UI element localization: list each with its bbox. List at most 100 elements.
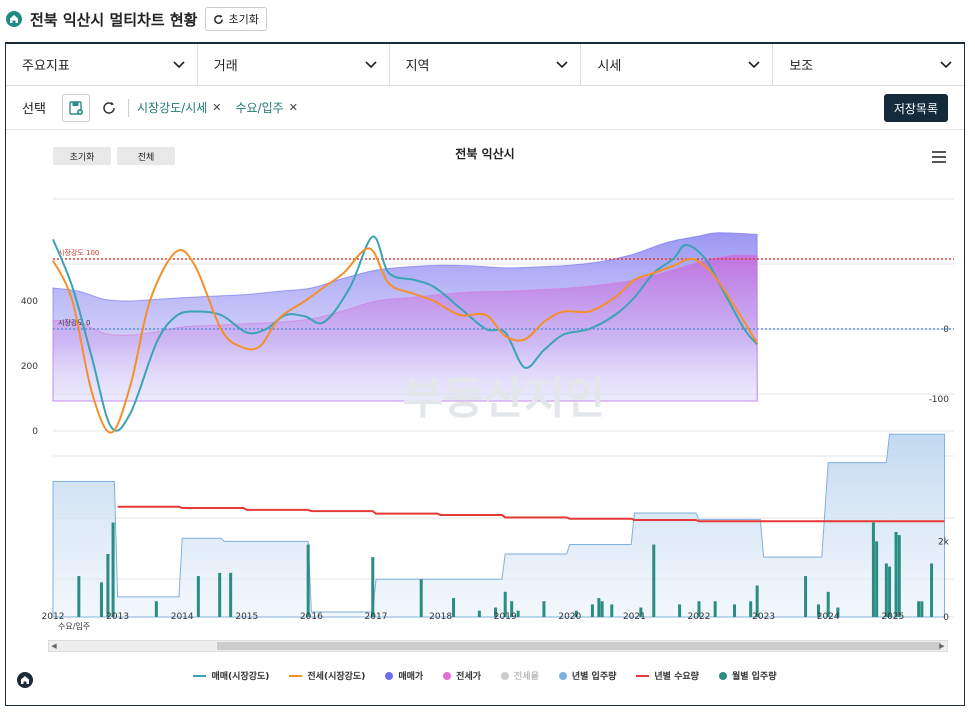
dropdown-price[interactable]: 시세 xyxy=(581,44,774,85)
series-line-annual-demand xyxy=(117,505,945,523)
y-tick-left: 0 xyxy=(32,427,38,437)
header-bar: 전북 익산시 멀티차트 현황 초기화 xyxy=(6,6,267,32)
horizontal-scrollbar[interactable]: ◀ ▶ xyxy=(48,640,948,652)
bar-monthly-supply xyxy=(196,576,200,617)
x-tick-label: 2020 xyxy=(558,612,581,622)
reference-label-0: 시장강도 0 xyxy=(58,318,90,327)
legend-item[interactable]: 매매(시장강도) xyxy=(193,669,269,682)
legend-item[interactable]: 년별 입주량 xyxy=(558,669,617,682)
dropdown-trade[interactable]: 거래 xyxy=(198,44,390,85)
x-tick-label: 2025 xyxy=(881,612,904,622)
bar-monthly-supply xyxy=(652,544,656,617)
bar-monthly-supply xyxy=(678,604,682,617)
menu-icon[interactable] xyxy=(932,151,946,166)
chart-all-button[interactable]: 전체 xyxy=(117,147,175,165)
selection-row: 선택 시장강도/시세 ✕ 수요/입주 ✕ 저장목록 xyxy=(6,86,964,130)
chart-title: 전북 익산시 xyxy=(455,147,515,161)
y-tick-right-bottom: 0 xyxy=(943,613,949,623)
close-icon[interactable]: ✕ xyxy=(288,101,298,114)
bar-monthly-supply xyxy=(154,601,158,617)
y-tick-left: 200 xyxy=(21,362,38,372)
bar-monthly-supply xyxy=(574,610,578,617)
legend-item[interactable]: 전세가 xyxy=(443,669,481,682)
legend-item[interactable]: 전세율 xyxy=(501,669,539,682)
chevron-down-icon xyxy=(556,60,568,68)
bar-monthly-supply xyxy=(590,604,594,617)
bar-monthly-supply xyxy=(836,607,840,617)
legend-item[interactable]: 전세(시장강도) xyxy=(289,669,365,682)
legend-label: 년별 입주량 xyxy=(571,672,617,682)
dropdown-label: 거래 xyxy=(213,59,238,74)
dropdown-main-index[interactable]: 주요지표 xyxy=(6,44,198,85)
legend-item[interactable]: 매매가 xyxy=(385,669,423,682)
scroll-right-icon[interactable]: ▶ xyxy=(939,642,945,650)
legend-item[interactable]: 월별 입주량 xyxy=(718,669,777,682)
dropdown-label: 보조 xyxy=(789,59,814,74)
x-tick-label: 2019 xyxy=(494,612,517,622)
refresh-button[interactable] xyxy=(96,95,122,121)
y-tick-right-bottom: 2k xyxy=(938,537,950,547)
chart-area: 초기화 전체 전북 익산시 시장 xyxy=(6,131,964,707)
bar-monthly-supply xyxy=(875,541,879,617)
bar-monthly-supply xyxy=(477,610,481,617)
series-line-sale-strength xyxy=(52,235,758,432)
chip-label: 시장강도/시세 xyxy=(137,101,208,115)
dropdown-aux[interactable]: 보조 xyxy=(773,44,964,85)
legend-label: 월별 입주량 xyxy=(731,672,777,682)
bar-monthly-supply xyxy=(597,598,601,617)
series-line-jeonse-strength xyxy=(52,247,758,434)
bar-monthly-supply xyxy=(516,610,520,617)
bar-monthly-supply xyxy=(826,591,830,617)
divider xyxy=(128,98,129,117)
bar-monthly-supply xyxy=(99,582,103,617)
chart-svg: 시장강도 100 시장강도 0 수요/입주 0 2k 0 200 400 -100 0 2012… xyxy=(21,198,954,631)
reset-button[interactable]: 초기화 xyxy=(205,7,267,31)
selected-chip[interactable]: 수요/입주 ✕ xyxy=(236,99,298,116)
selected-chip[interactable]: 시장강도/시세 ✕ xyxy=(137,99,222,116)
watermark: 부동산지인 xyxy=(403,373,605,424)
bar-monthly-supply xyxy=(419,579,423,617)
bar-monthly-supply xyxy=(218,572,222,617)
legend-label: 전세율 xyxy=(514,672,539,682)
bar-monthly-supply xyxy=(871,522,875,617)
reference-label-100: 시장강도 100 xyxy=(58,248,99,257)
scroll-thumb[interactable] xyxy=(217,642,941,650)
legend-label: 년별 수요량 xyxy=(654,672,699,682)
chip-label: 수요/입주 xyxy=(235,101,284,115)
bar-monthly-supply xyxy=(229,572,233,617)
legend-item[interactable]: 년별 수요량 xyxy=(636,669,699,682)
page-title: 전북 익산시 멀티차트 현황 xyxy=(30,10,198,29)
dropdown-region[interactable]: 지역 xyxy=(390,44,582,85)
bar-monthly-supply xyxy=(804,576,808,617)
selection-label: 선택 xyxy=(22,102,46,117)
bar-monthly-supply xyxy=(920,601,924,617)
dropdown-label: 지역 xyxy=(405,59,430,74)
x-tick-label: 2016 xyxy=(300,612,323,622)
close-icon[interactable]: ✕ xyxy=(212,101,222,114)
x-tick-label: 2017 xyxy=(365,612,388,622)
chevron-down-icon xyxy=(365,60,377,68)
scroll-left-icon[interactable]: ◀ xyxy=(51,642,57,650)
chart-panel: 주요지표 거래 지역 시세 보조 선택 시장강도/시세 ✕ 수요/입주 ✕ 저장목록… xyxy=(5,42,965,706)
y-tick-right: -100 xyxy=(929,395,950,405)
refresh-icon xyxy=(103,101,115,114)
bar-monthly-supply xyxy=(452,598,456,617)
x-tick-label: 2022 xyxy=(688,612,711,622)
bar-monthly-supply xyxy=(306,544,310,617)
legend-label: 매매(시장강도) xyxy=(211,672,270,682)
x-tick-label: 2013 xyxy=(106,612,129,622)
legend-label: 전세(시장강도) xyxy=(307,672,366,682)
save-preset-button[interactable] xyxy=(62,93,90,122)
bar-monthly-supply xyxy=(371,557,375,617)
bar-monthly-supply xyxy=(884,563,888,617)
save-list-button[interactable]: 저장목록 xyxy=(883,94,948,122)
bar-monthly-supply xyxy=(755,585,759,617)
x-tick-label: 2014 xyxy=(171,612,194,622)
bar-monthly-supply xyxy=(600,601,604,617)
bar-monthly-supply xyxy=(106,554,110,617)
chart-reset-button[interactable]: 초기화 xyxy=(53,147,111,165)
chevron-down-icon xyxy=(748,60,760,68)
legend-line-marker xyxy=(289,674,303,677)
bar-monthly-supply xyxy=(697,601,701,617)
save-icon xyxy=(69,100,83,115)
